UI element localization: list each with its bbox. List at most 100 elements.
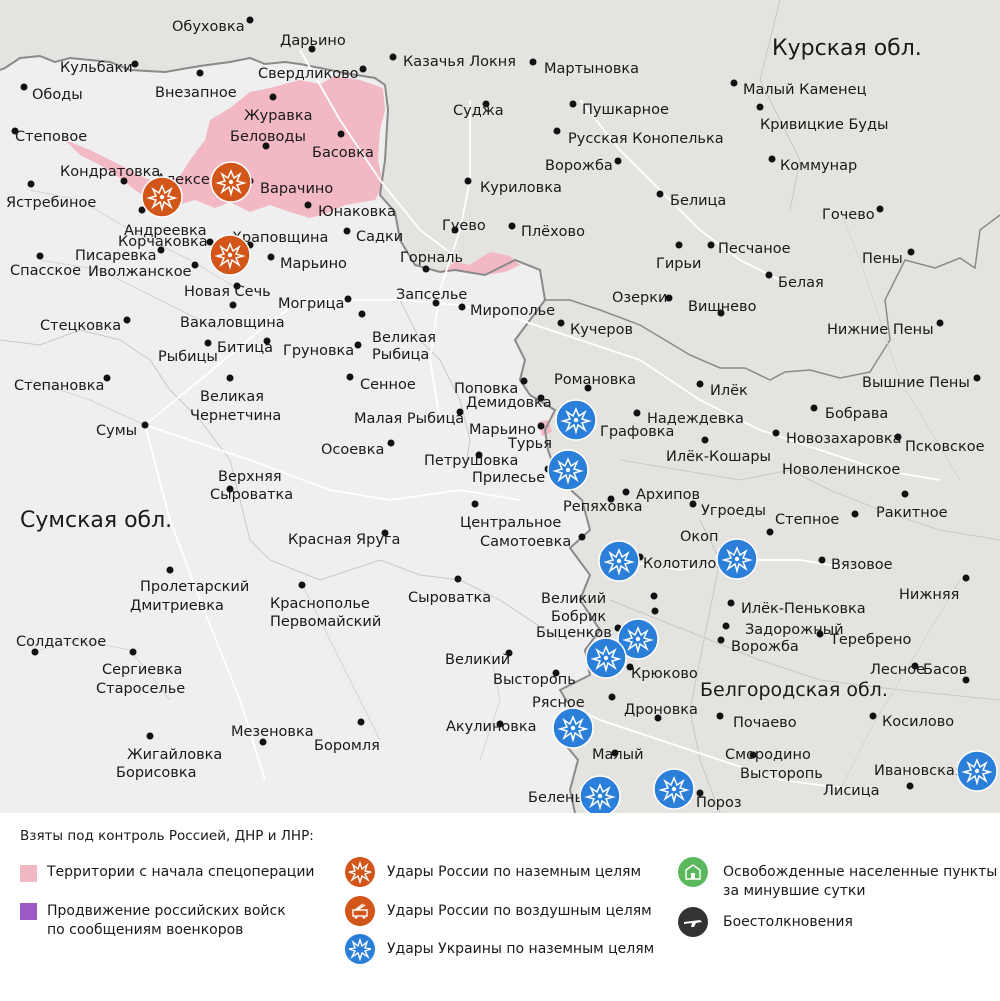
legend-liberated-line1: Освобожденные населенные пункты xyxy=(723,864,998,880)
town-dot xyxy=(584,384,592,392)
town-dot xyxy=(756,103,764,111)
town-dot xyxy=(626,663,634,671)
town-label: Гочево xyxy=(822,207,875,223)
ua-strike-explosion-icon xyxy=(598,540,640,582)
town-dot xyxy=(451,226,459,234)
ua-strike-explosion-icon xyxy=(555,399,597,441)
legend-ru-air: Удары России по воздушным целям xyxy=(387,903,652,919)
town-label: Демидовка xyxy=(466,395,552,411)
ua-strike-explosion-icon xyxy=(617,618,659,660)
town-dot xyxy=(622,488,630,496)
town-dot xyxy=(768,155,776,163)
town-dot xyxy=(298,581,306,589)
town-dot xyxy=(907,248,915,256)
town-label: Ивановская xyxy=(874,763,964,779)
town-label: Храповщина xyxy=(232,230,328,246)
town-label: Мезеновка xyxy=(231,724,314,740)
town-dot xyxy=(654,714,662,722)
town-dot xyxy=(656,190,664,198)
town-dot xyxy=(894,433,902,441)
town-label: Новозахаровка xyxy=(786,431,902,447)
town-dot xyxy=(120,177,128,185)
town-dot xyxy=(381,529,389,537)
town-label: Нижние Пены xyxy=(827,322,934,338)
region-label-belgorod: Белгородская обл. xyxy=(700,679,888,701)
legend-swatch-territory xyxy=(20,865,37,882)
ua-strike-explosion-icon xyxy=(956,750,998,792)
legend-advance: Продвижение российских войск по сообщени… xyxy=(47,902,286,940)
town-dot xyxy=(508,222,516,230)
town-dot xyxy=(226,485,234,493)
town-dot xyxy=(344,295,352,303)
town-dot xyxy=(36,252,44,260)
town-dot xyxy=(138,206,146,214)
town-label: Рыбицы xyxy=(158,349,218,365)
legend-liberated: Освобожденные населенные пункты за минув… xyxy=(723,863,997,901)
legend-liberated-line2: за минувшие сутки xyxy=(723,883,866,899)
town-label: Белая xyxy=(778,275,824,291)
town-label: Иволжанское xyxy=(88,264,192,280)
town-label: Новая Сечь xyxy=(184,284,271,300)
town-label: Куриловка xyxy=(480,180,562,196)
town-dot xyxy=(537,394,545,402)
town-label: Свердликово xyxy=(258,66,359,82)
town-dots xyxy=(11,16,981,798)
town-dot xyxy=(496,720,504,728)
town-label: Сумы xyxy=(96,423,137,439)
town-label: Кондратовка xyxy=(60,164,160,180)
town-dot xyxy=(553,127,561,135)
town-dot xyxy=(141,421,149,429)
town-dot xyxy=(387,439,395,447)
town-label: Журавка xyxy=(244,108,312,124)
town-dot xyxy=(229,301,237,309)
town-label: Корчаковка xyxy=(118,234,208,250)
town-dot xyxy=(701,436,709,444)
town-label: Смородино xyxy=(725,747,811,763)
town-dot xyxy=(196,69,204,77)
legend: Взяты под контроль Россией, ДНР и ЛНР: Т… xyxy=(0,815,1000,1001)
town-label: Окоп xyxy=(680,529,719,545)
town-label: Турья xyxy=(507,436,552,452)
town-dot xyxy=(717,309,725,317)
town-dot xyxy=(389,53,397,61)
town-dot xyxy=(31,648,39,656)
region-label-sumy: Сумская обл. xyxy=(20,508,172,533)
town-label: Мартыновка xyxy=(544,61,639,77)
town-dot xyxy=(529,58,537,66)
town-dot xyxy=(607,495,615,503)
town-label: Рыбица xyxy=(372,347,429,363)
town-dot xyxy=(936,319,944,327)
town-dot xyxy=(422,265,430,273)
town-label: Косилово xyxy=(882,714,954,730)
town-label: Внезапное xyxy=(155,85,237,101)
oblast-border xyxy=(545,214,1000,381)
legend-rifle-icon xyxy=(678,907,708,937)
town-dot xyxy=(354,341,362,349)
town-label: Акулиновка xyxy=(446,719,537,735)
town-dot xyxy=(614,157,622,165)
town-label: Сыроватка xyxy=(408,590,491,606)
town-label: Бобрик xyxy=(551,609,606,625)
town-dot xyxy=(689,500,697,508)
legend-swatch-advance xyxy=(20,903,37,920)
town-dot xyxy=(233,282,241,290)
town-label: Самотоевка xyxy=(480,534,571,550)
town-label: Малая Рыбица xyxy=(354,411,464,427)
town-label: Солдатское xyxy=(16,634,106,650)
town-label: Груновка xyxy=(283,343,354,359)
controlled-territory-north xyxy=(65,76,385,218)
town-dot xyxy=(505,649,513,657)
town-label: Надеждевка xyxy=(647,411,744,427)
town-dot xyxy=(722,622,730,630)
town-dot xyxy=(262,142,270,150)
town-labels: Обуховка Дарьино Кульбаки Ободы Внезапное Све… xyxy=(6,19,985,811)
legend-building-icon xyxy=(678,857,708,887)
legend-territory: Территории с начала спецоперации xyxy=(47,864,315,880)
town-label: Нижняя xyxy=(899,587,959,603)
town-label: Марьино xyxy=(469,422,536,438)
town-label: Илёк xyxy=(710,383,748,399)
ua-strike-explosion-icon xyxy=(552,707,594,749)
town-label: Илёк-Кошары xyxy=(666,449,771,465)
town-label: Краснополье xyxy=(270,596,370,612)
town-label: Пены xyxy=(862,251,903,267)
